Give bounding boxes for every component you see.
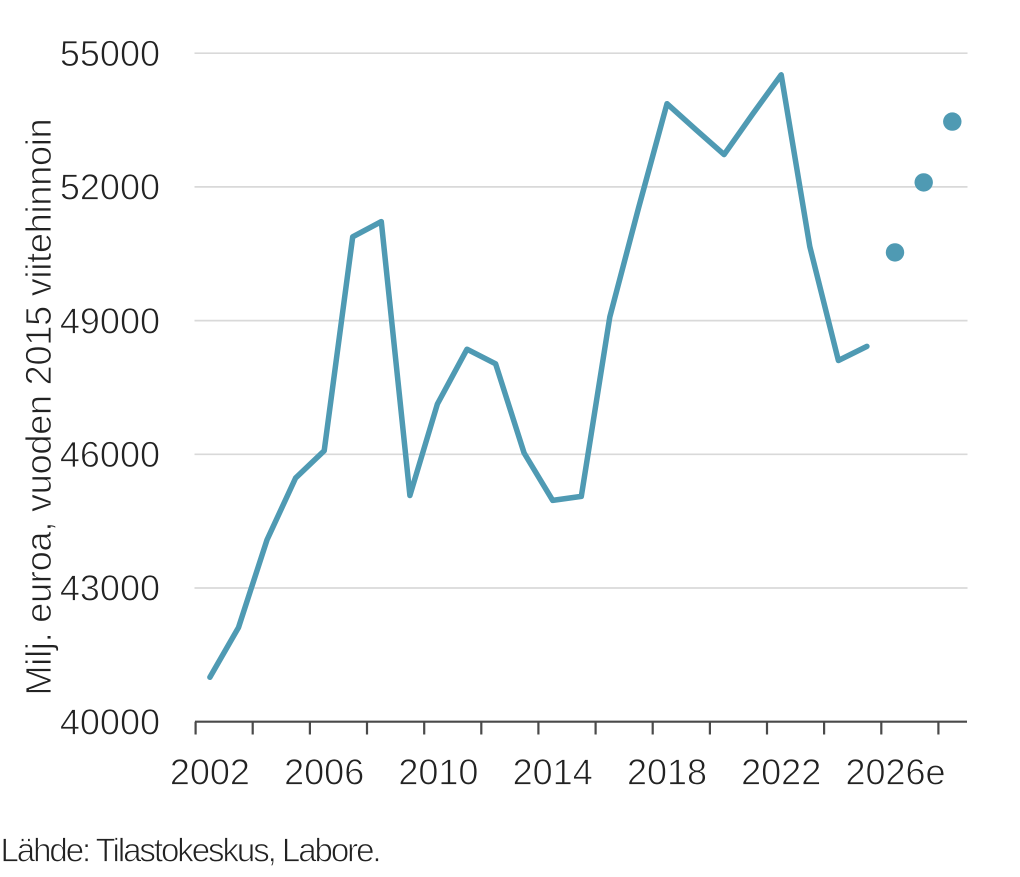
- svg-text:2002: 2002: [170, 751, 250, 792]
- svg-text:49000: 49000: [60, 300, 160, 341]
- svg-text:2018: 2018: [627, 751, 707, 792]
- svg-text:2014: 2014: [513, 751, 593, 792]
- svg-text:2010: 2010: [398, 751, 478, 792]
- svg-text:52000: 52000: [60, 167, 160, 208]
- svg-text:55000: 55000: [60, 33, 160, 74]
- svg-text:2022: 2022: [741, 751, 821, 792]
- svg-text:Milj. euroa, vuoden 2015 viite: Milj. euroa, vuoden 2015 viitehinnoin: [18, 119, 59, 696]
- svg-text:46000: 46000: [60, 434, 160, 475]
- svg-text:2006: 2006: [284, 751, 364, 792]
- svg-text:40000: 40000: [60, 701, 160, 742]
- svg-text:Lähde: Tilastokeskus, Labore.: Lähde: Tilastokeskus, Labore.: [1, 832, 380, 869]
- svg-text:2026e: 2026e: [845, 751, 945, 792]
- svg-text:43000: 43000: [60, 568, 160, 609]
